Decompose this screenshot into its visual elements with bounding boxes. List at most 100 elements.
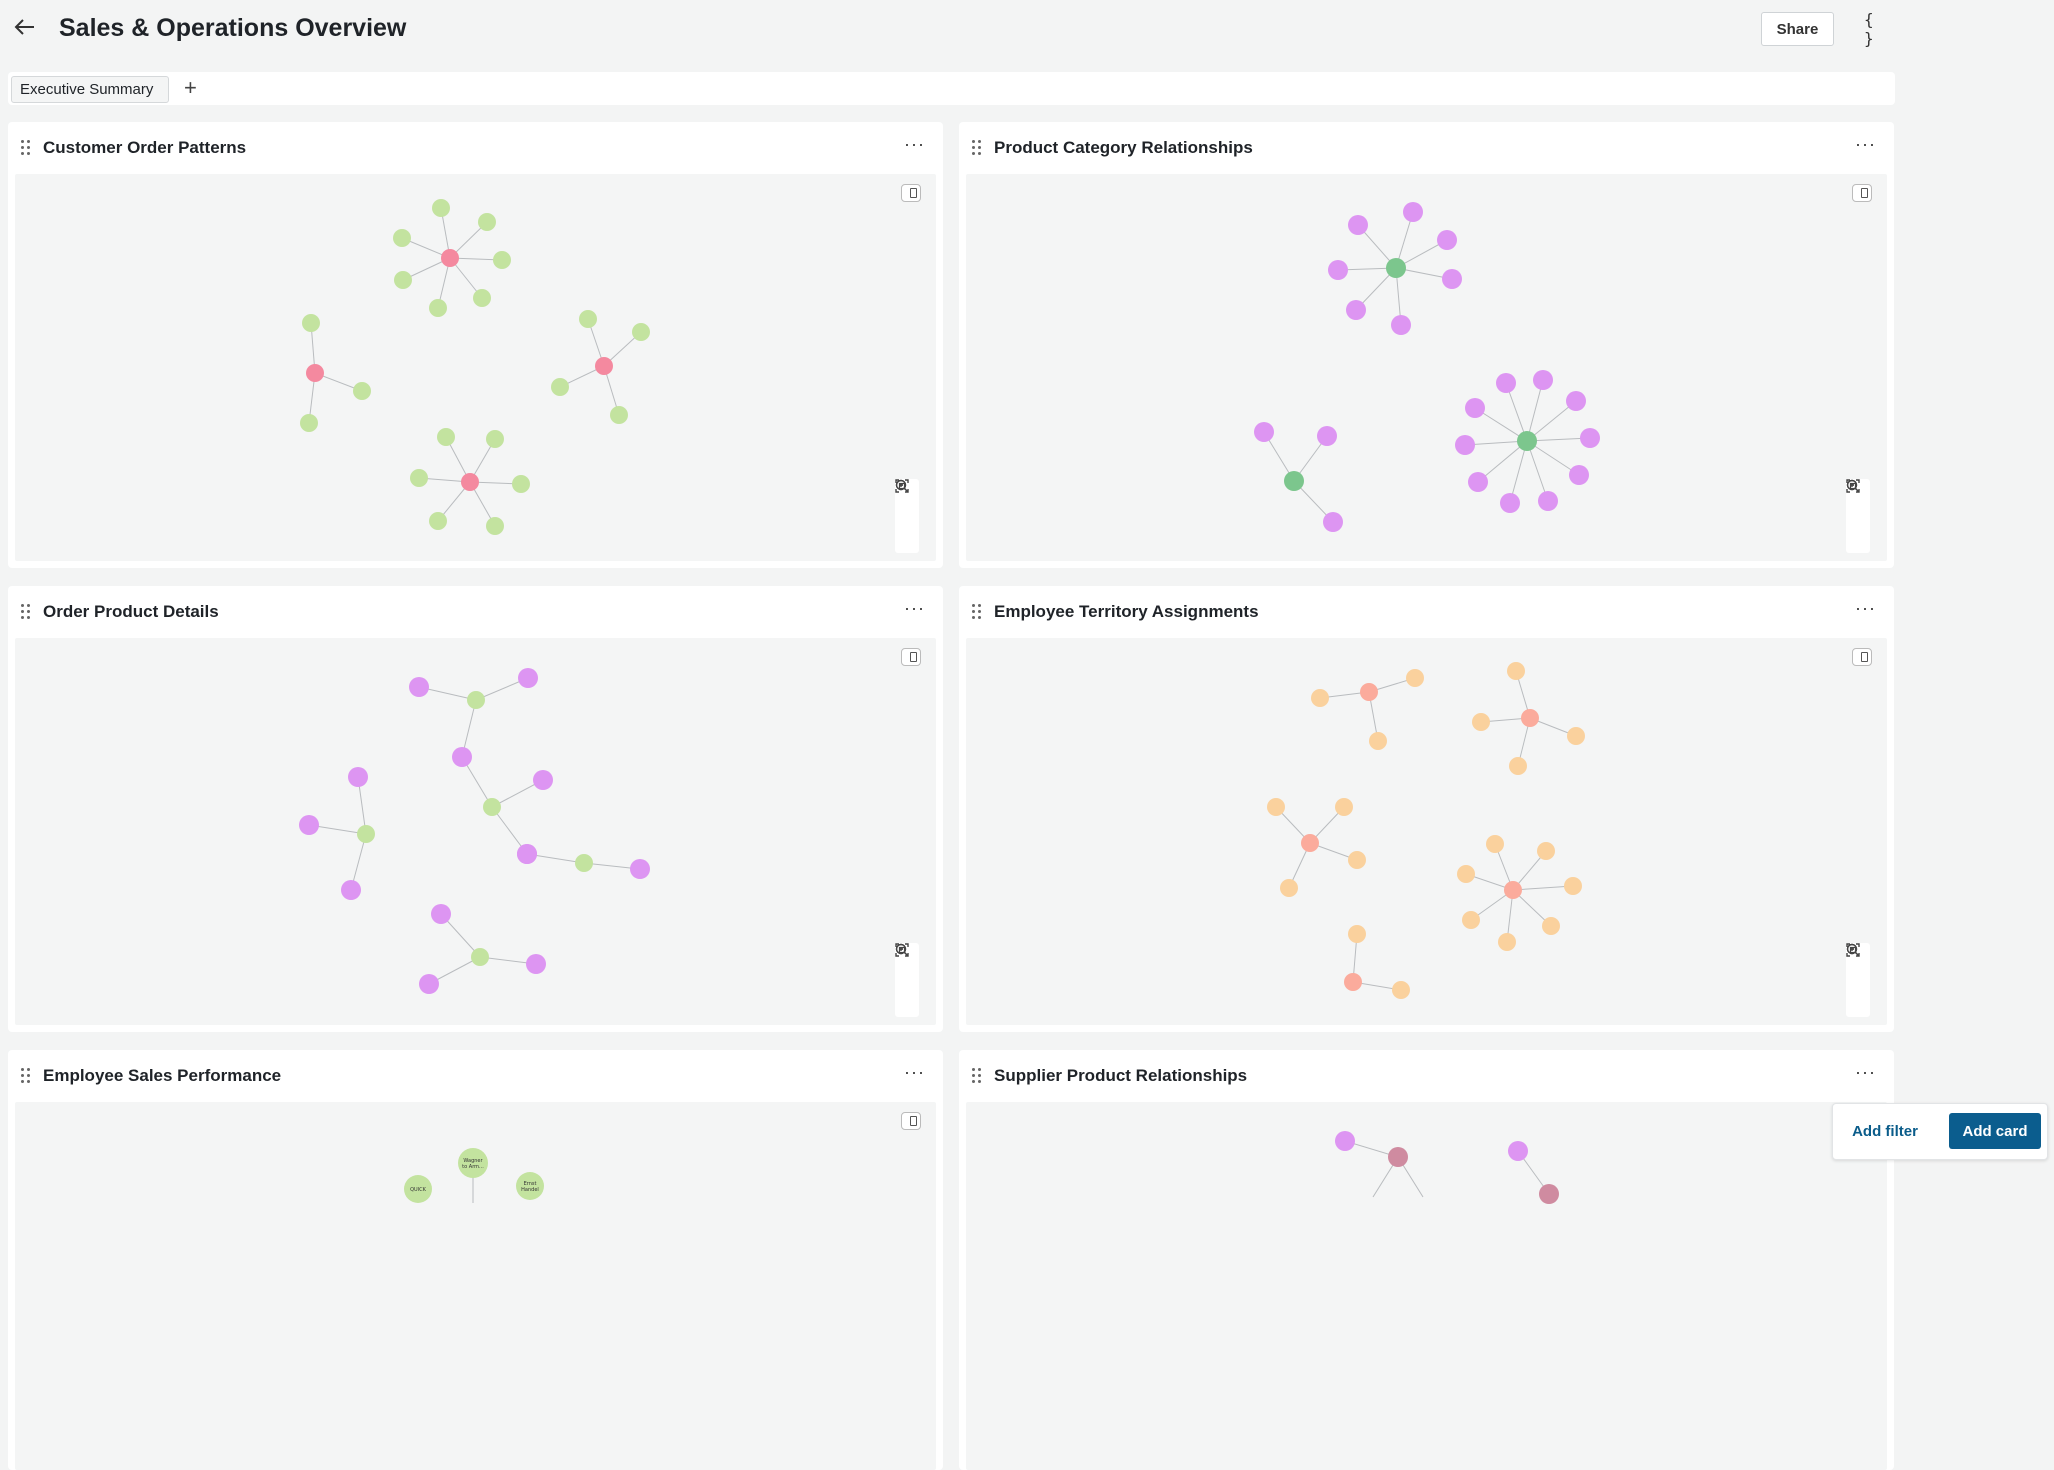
graph-node[interactable] [1388,1147,1408,1167]
graph-node[interactable] [1569,465,1589,485]
graph-node[interactable] [1392,981,1410,999]
graph-node[interactable] [1566,391,1586,411]
graph-canvas[interactable] [15,638,936,1025]
graph-node[interactable] [1348,851,1366,869]
share-button[interactable]: Share [1761,12,1834,46]
drag-handle-icon[interactable] [972,1068,982,1084]
graph-node[interactable] [486,430,504,448]
graph-hub-node[interactable] [483,798,501,816]
graph-node[interactable] [526,954,546,974]
network-graph[interactable]: Wagner to Arm... QUICK Ernst Handel [15,1102,936,1470]
graph-node[interactable] [299,815,319,835]
graph-hub-node[interactable] [1517,431,1537,451]
add-filter-button[interactable]: Add filter [1852,1122,1918,1140]
graph-hub-node[interactable] [467,691,485,709]
graph-node[interactable] [1346,300,1366,320]
graph-node[interactable] [1465,398,1485,418]
more-options-icon[interactable]: ··· [904,598,925,618]
graph-canvas[interactable] [966,1102,1887,1470]
zoom-out-icon[interactable] [895,943,919,991]
graph-node[interactable] [393,229,411,247]
graph-node[interactable] [1335,1131,1355,1151]
graph-canvas[interactable] [15,174,936,561]
graph-node[interactable] [348,767,368,787]
graph-node[interactable] [1455,435,1475,455]
graph-hub-node[interactable] [1504,881,1522,899]
graph-node[interactable] [1498,933,1516,951]
graph-node[interactable] [410,469,428,487]
network-graph[interactable] [966,174,1887,561]
graph-node[interactable] [1335,798,1353,816]
graph-node[interactable] [478,213,496,231]
drag-handle-icon[interactable] [21,140,31,156]
more-options-icon[interactable]: ··· [1855,134,1876,154]
graph-node[interactable] [458,1148,488,1178]
graph-hub-node[interactable] [595,357,613,375]
graph-node[interactable] [419,974,439,994]
graph-node[interactable] [353,382,371,400]
graph-node[interactable] [429,512,447,530]
drag-handle-icon[interactable] [21,604,31,620]
graph-node[interactable] [473,289,491,307]
graph-node[interactable] [394,271,412,289]
back-arrow-icon[interactable] [12,14,38,40]
graph-node[interactable] [1500,493,1520,513]
graph-node[interactable] [1406,669,1424,687]
add-card-button[interactable]: Add card [1949,1113,2041,1149]
network-graph[interactable] [966,638,1887,1025]
graph-hub-node[interactable] [357,825,375,843]
graph-hub-node[interactable] [1386,258,1406,278]
graph-node[interactable] [579,310,597,328]
graph-node[interactable] [1537,842,1555,860]
graph-node[interactable] [1533,370,1553,390]
graph-node[interactable] [518,668,538,688]
graph-hub-node[interactable] [1521,709,1539,727]
more-options-icon[interactable]: ··· [1855,598,1876,618]
graph-hub-node[interactable] [461,473,479,491]
more-options-icon[interactable]: ··· [1855,1062,1876,1082]
network-graph[interactable] [15,174,936,561]
graph-node[interactable] [432,199,450,217]
graph-node[interactable] [1317,426,1337,446]
graph-node[interactable] [1280,879,1298,897]
graph-hub-node[interactable] [1284,471,1304,491]
graph-hub-node[interactable] [1344,973,1362,991]
panel-toggle-icon[interactable] [901,184,921,202]
graph-node[interactable] [1323,512,1343,532]
graph-node[interactable] [632,323,650,341]
graph-node[interactable] [1509,757,1527,775]
graph-node[interactable] [1391,315,1411,335]
network-graph[interactable] [15,638,936,1025]
tab-executive-summary[interactable]: Executive Summary [11,76,170,103]
panel-toggle-icon[interactable] [1852,184,1872,202]
graph-node[interactable] [1311,689,1329,707]
graph-node[interactable] [1328,260,1348,280]
graph-node[interactable] [1486,835,1504,853]
fit-view-icon[interactable] [1846,943,1870,1015]
graph-node[interactable] [1437,230,1457,250]
more-options-icon[interactable]: ··· [904,1062,925,1082]
graph-node[interactable] [1564,877,1582,895]
zoom-out-icon[interactable] [1846,943,1870,991]
drag-handle-icon[interactable] [972,604,982,620]
graph-hub-node[interactable] [575,854,593,872]
graph-node[interactable] [486,517,504,535]
json-icon[interactable]: { } [1864,10,1874,48]
drag-handle-icon[interactable] [21,1068,31,1084]
graph-node[interactable] [610,406,628,424]
graph-node[interactable] [493,251,511,269]
graph-node[interactable] [1538,491,1558,511]
graph-node[interactable] [1472,713,1490,731]
graph-node[interactable] [533,770,553,790]
network-graph[interactable] [966,1102,1887,1470]
graph-node[interactable] [1442,269,1462,289]
graph-node[interactable] [1369,732,1387,750]
graph-node[interactable] [452,747,472,767]
graph-node[interactable] [1508,1141,1528,1161]
panel-toggle-icon[interactable] [1852,648,1872,666]
graph-node[interactable] [409,677,429,697]
graph-canvas[interactable] [966,638,1887,1025]
graph-node[interactable] [1348,925,1366,943]
zoom-out-icon[interactable] [1846,479,1870,527]
graph-node[interactable] [1542,917,1560,935]
